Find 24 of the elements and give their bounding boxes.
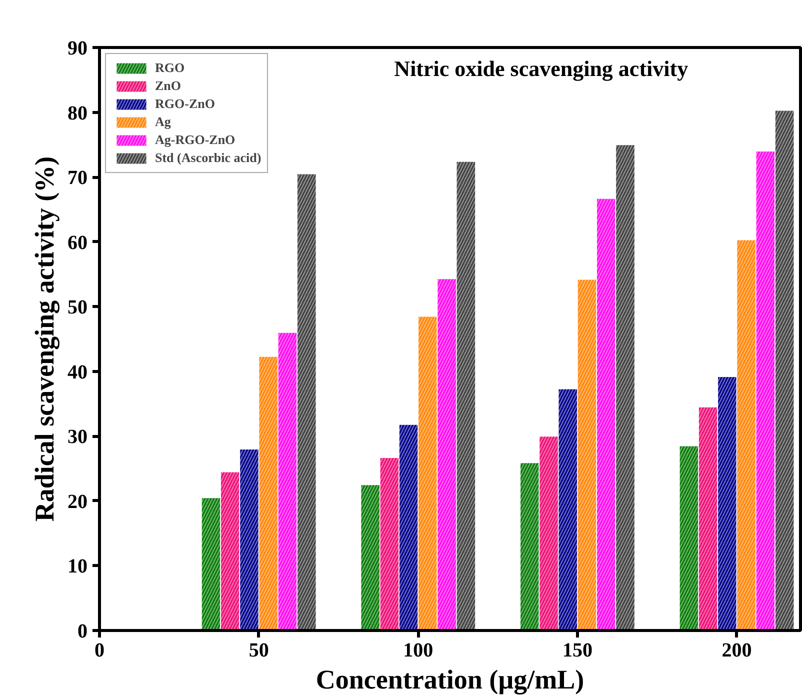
legend-label: RGO-ZnO (155, 96, 215, 112)
y-tick-label: 70 (68, 167, 88, 190)
y-tick-label: 60 (68, 232, 88, 254)
y-tick-label: 80 (68, 102, 88, 124)
legend-label: Ag-RGO-ZnO (155, 132, 236, 148)
x-tick-label: 200 (722, 640, 752, 662)
legend-label: RGO (155, 60, 185, 76)
y-tick-label: 40 (68, 361, 88, 384)
x-tick-label: 50 (248, 640, 269, 662)
y-axis-title: Radical scavenging activity (%) (30, 156, 60, 522)
x-tick-label: 0 (94, 640, 104, 662)
y-tick-label: 90 (68, 38, 88, 60)
x-axis-title: Concentration (µg/mL) (316, 664, 584, 694)
y-tick-label: 50 (68, 296, 88, 319)
legend-label: Ag (155, 114, 172, 130)
legend-label: ZnO (155, 78, 182, 94)
y-tick-label: 30 (68, 426, 88, 448)
y-tick-label: 20 (68, 490, 88, 513)
chart-title: Nitric oxide scavenging activity (394, 56, 688, 82)
x-tick-label: 100 (403, 640, 434, 662)
y-tick-label: 10 (68, 556, 88, 578)
x-tick-label: 150 (562, 640, 592, 662)
legend-label: Std (Ascorbic acid) (155, 150, 262, 166)
y-tick-label: 0 (78, 620, 88, 642)
